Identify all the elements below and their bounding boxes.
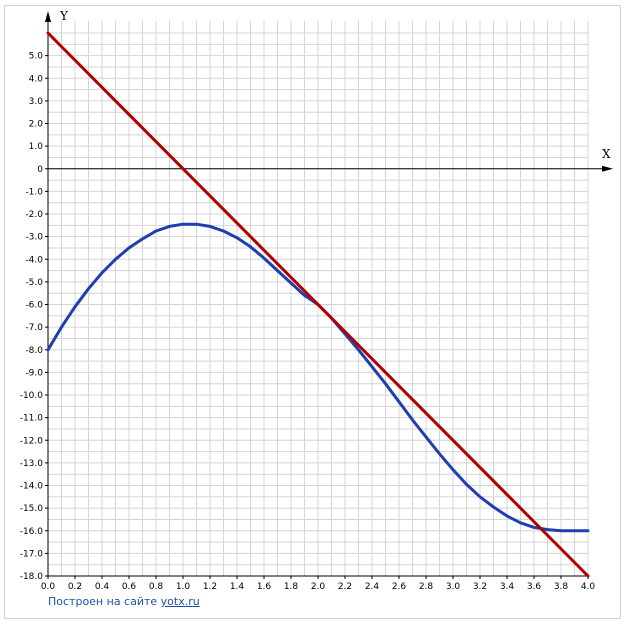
y-tick-label: -12.0 xyxy=(20,436,44,446)
footer: Построен на сайте yotx.ru xyxy=(48,595,200,608)
x-tick-label: 2.4 xyxy=(365,582,380,592)
y-tick-label: -6.0 xyxy=(25,301,43,311)
x-tick-label: 0.6 xyxy=(122,582,137,592)
x-tick-label: 0.0 xyxy=(41,582,56,592)
y-tick-label: -1.0 xyxy=(25,187,43,197)
x-tick-label: 2.8 xyxy=(419,582,434,592)
x-tick-label: 0.2 xyxy=(68,582,82,592)
y-tick-label: -14.0 xyxy=(20,482,44,492)
x-tick-label: 3.0 xyxy=(446,582,461,592)
x-axis-arrow xyxy=(602,165,613,172)
y-axis-arrow xyxy=(45,11,51,22)
y-tick-label: -7.0 xyxy=(25,323,43,333)
x-tick-label: 0.4 xyxy=(95,582,110,592)
x-tick-label: 3.2 xyxy=(473,582,487,592)
x-tick-label: 4.0 xyxy=(581,582,596,592)
x-tick-label: 2.6 xyxy=(392,582,407,592)
y-tick-label: -3.0 xyxy=(25,233,43,243)
y-axis-label: Y xyxy=(59,9,69,23)
footer-link[interactable]: yotx.ru xyxy=(160,595,200,608)
y-tick-label: -5.0 xyxy=(25,278,43,288)
tick-labels: 0.0 0.2 0.4 0.6 0.8 1.0 1.2 1.4 1.6 1.8 2.0 2.2 2.4 2… xyxy=(20,52,596,592)
y-tick-label: 0 xyxy=(37,165,43,175)
x-tick-label: 2.2 xyxy=(338,582,352,592)
y-tick-label: 4.0 xyxy=(29,74,44,84)
x-tick-label: 3.8 xyxy=(554,582,569,592)
y-tick-label: 5.0 xyxy=(29,52,44,62)
y-tick-label: 3.0 xyxy=(29,97,44,107)
y-tick-label: -4.0 xyxy=(25,255,43,265)
x-tick-label: 1.4 xyxy=(230,582,245,592)
y-tick-label: -8.0 xyxy=(25,346,43,356)
y-tick-label: -11.0 xyxy=(20,414,44,424)
x-tick-label: 1.2 xyxy=(203,582,217,592)
footer-text: Построен на сайте xyxy=(48,595,161,608)
y-tick-label: -9.0 xyxy=(25,368,43,378)
x-tick-label: 1.6 xyxy=(257,582,272,592)
x-tick-label: 3.6 xyxy=(527,582,542,592)
y-tick-label: -2.0 xyxy=(25,210,43,220)
x-tick-label: 1.8 xyxy=(284,582,299,592)
x-axis-label: X xyxy=(602,147,611,161)
series-lines xyxy=(46,31,590,578)
y-tick-label: -13.0 xyxy=(20,459,44,469)
y-tick-label: 1.0 xyxy=(29,142,44,152)
y-tick-label: 2.0 xyxy=(29,120,44,130)
grid xyxy=(47,21,589,577)
y-tick-label: -17.0 xyxy=(20,549,44,559)
chart-frame xyxy=(4,5,621,619)
x-tick-label: 0.8 xyxy=(149,582,164,592)
series-line-straight xyxy=(46,31,590,578)
x-tick-label: 1.0 xyxy=(176,582,191,592)
x-tick-label: 3.4 xyxy=(500,582,515,592)
y-tick-label: -18.0 xyxy=(20,572,44,582)
x-tick-label: 2.0 xyxy=(311,582,326,592)
y-tick-label: -15.0 xyxy=(20,504,44,514)
y-tick-label: -10.0 xyxy=(20,391,44,401)
y-tick-label: -16.0 xyxy=(20,527,44,537)
